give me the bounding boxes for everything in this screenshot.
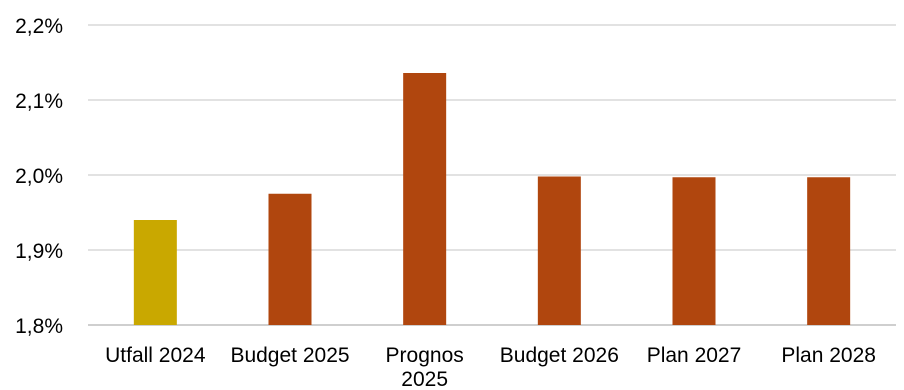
x-category-label: Prognos 2025 (386, 344, 464, 390)
x-category-label: Budget 2025 (230, 344, 349, 367)
y-tick-label: 2,2% (15, 15, 63, 38)
x-axis-category-labels: Utfall 2024 Budget 2025 Prognos 2025 Budget … (105, 344, 876, 390)
bar (268, 193, 312, 325)
x-category-label: Plan 2028 (781, 344, 876, 367)
y-tick-label: 1,9% (15, 240, 63, 263)
x-category-label: Utfall 2024 (105, 344, 206, 367)
bar (133, 220, 177, 325)
gridlines (88, 24, 896, 326)
bars (133, 73, 851, 325)
y-tick-label: 1,8% (15, 315, 63, 338)
x-category-label: Budget 2026 (500, 344, 619, 367)
y-tick-label: 2,0% (15, 165, 63, 188)
y-tick-label: 2,1% (15, 90, 63, 113)
bar (672, 177, 716, 325)
y-axis-tick-labels: 1,8% 1,9% 2,0% 2,1% 2,2% (15, 15, 63, 338)
bar (807, 177, 851, 325)
bar (537, 176, 581, 325)
bar (403, 73, 447, 325)
x-category-label: Plan 2027 (647, 344, 742, 367)
